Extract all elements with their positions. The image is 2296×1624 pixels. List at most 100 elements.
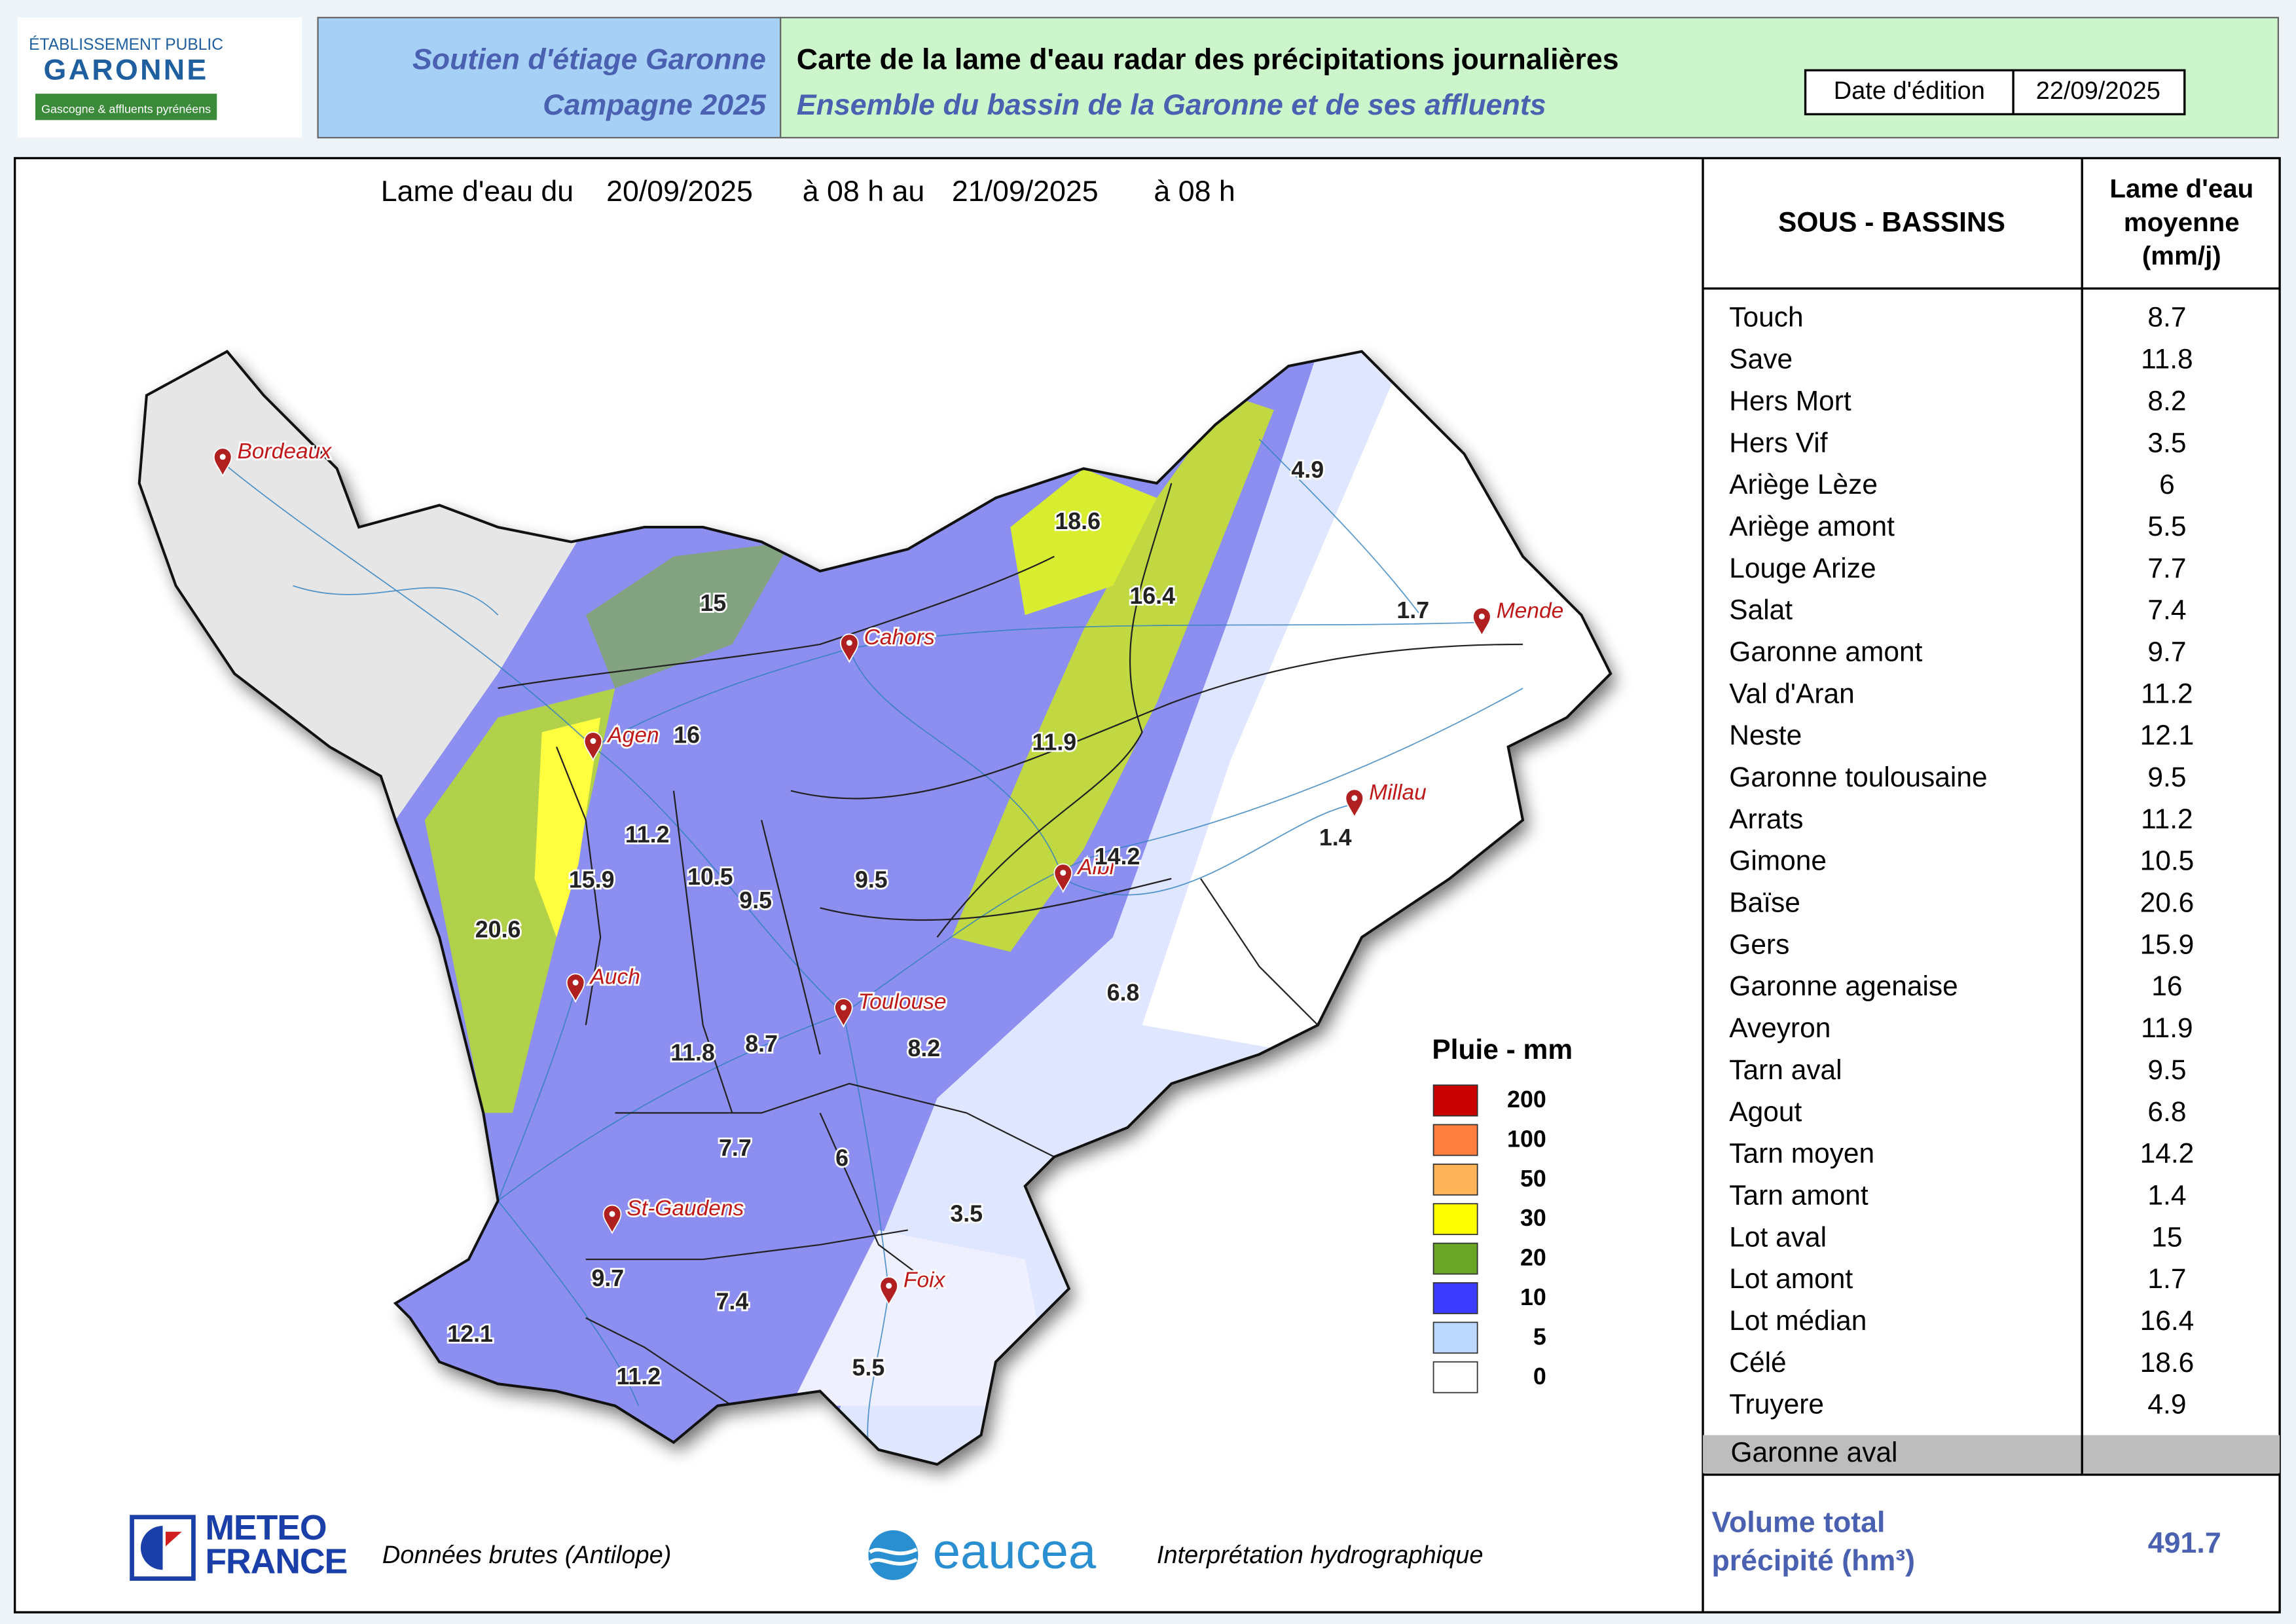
table-row-value: 6.8 <box>2147 1097 2186 1128</box>
meteo-caption: Données brutes (Antilope) <box>382 1541 671 1569</box>
table-row-name: Touch <box>1729 303 1803 333</box>
city-label: Millau <box>1369 781 1427 805</box>
table-row-value: 16.4 <box>2140 1306 2195 1337</box>
city-label: Mende <box>1497 599 1564 623</box>
legend-value: 100 <box>1507 1126 1546 1152</box>
basin-value: 20.6 <box>475 917 521 943</box>
table-row-name: Tarn moyen <box>1729 1139 1874 1170</box>
city-label: St-Gaudens <box>627 1196 744 1221</box>
basin-value: 16.4 <box>1129 583 1175 609</box>
basin-value: 7.7 <box>719 1135 752 1161</box>
basin-value: 6.8 <box>1107 980 1140 1006</box>
table-row-value: 11.9 <box>2141 1013 2193 1044</box>
total-label: précipité (hm³) <box>1711 1545 1915 1577</box>
subtitle: Ensemble du bassin de la Garonne et de s… <box>797 89 1546 121</box>
city-marker <box>602 1204 622 1234</box>
table-row-value: 7.4 <box>2147 595 2186 626</box>
logo-name: GARONNE <box>44 54 209 86</box>
table-row-value: 4.9 <box>2147 1390 2186 1420</box>
eaucea-logo-text: eaucea <box>933 1524 1097 1579</box>
table-row-name: Truyere <box>1729 1390 1824 1420</box>
logo-top: ÉTABLISSEMENT PUBLIC <box>29 36 223 54</box>
basin-value: 8.7 <box>745 1031 778 1057</box>
date-box <box>1804 69 2186 116</box>
table-row-value: 12.1 <box>2140 720 2195 751</box>
table-row-value: 3.5 <box>2147 428 2186 458</box>
legend-swatch <box>1432 1163 1478 1196</box>
legend-value: 200 <box>1507 1086 1546 1113</box>
meteo-logo-text: METEO <box>205 1508 326 1547</box>
legend-value: 50 <box>1520 1166 1546 1192</box>
table-row-name: Tarn aval <box>1729 1055 1842 1086</box>
table-row-name: Arrats <box>1729 804 1803 835</box>
legend-swatch <box>1432 1242 1478 1275</box>
table-row-value: 6 <box>2159 470 2175 500</box>
table-row-value: 20.6 <box>2140 888 2195 919</box>
city-label: Auch <box>589 965 640 989</box>
table-row-value: 10.5 <box>2140 846 2195 877</box>
city-marker <box>566 973 585 1003</box>
city-marker <box>879 1276 898 1306</box>
table-row-name: Agout <box>1729 1097 1802 1128</box>
table-header-name: SOUS - BASSINS <box>1778 207 2005 238</box>
sub-basin-borders <box>498 483 1523 1407</box>
city-marker <box>1345 788 1364 819</box>
meteo-logo-red <box>165 1532 182 1547</box>
city-marker-dot <box>609 1211 615 1217</box>
total-label: Volume total <box>1711 1507 1885 1539</box>
city-marker-dot <box>886 1282 892 1289</box>
eaucea-caption: Interprétation hydrographique <box>1157 1541 1484 1569</box>
table-row-name: Gers <box>1729 929 1789 960</box>
basin-value: 16 <box>674 722 700 748</box>
basin-value: 9.7 <box>591 1265 624 1291</box>
legend-value: 5 <box>1533 1323 1546 1350</box>
city-label: Toulouse <box>858 990 947 1014</box>
table-header-value: (mm/j) <box>2142 241 2221 270</box>
table-row-value: 1.4 <box>2147 1180 2186 1211</box>
table-row-value: 8.2 <box>2147 386 2186 416</box>
basin-value: 8.2 <box>907 1035 940 1061</box>
basin-value: 1.7 <box>1396 597 1429 623</box>
logo-band <box>35 94 217 120</box>
legend-swatch <box>1432 1203 1478 1236</box>
city-marker <box>839 633 859 663</box>
city-marker <box>213 447 232 477</box>
total-value: 491.7 <box>2148 1527 2221 1559</box>
rain-30-cele <box>1010 468 1157 616</box>
city-marker-dot <box>572 980 579 986</box>
table-row-name: Hers Vif <box>1729 428 1827 458</box>
basin-value: 11.8 <box>670 1040 715 1066</box>
city-marker-dot <box>219 454 226 460</box>
table-row-value: 5.5 <box>2147 511 2186 542</box>
city-marker <box>1053 863 1073 893</box>
table-row-name: Louge Arize <box>1729 553 1876 584</box>
basin-value: 15.9 <box>569 867 615 893</box>
period-end_date: 21/09/2025 <box>952 175 1099 208</box>
program: Soutien d'étiage Garonne <box>412 44 766 76</box>
basin-value: 11.9 <box>1032 729 1077 755</box>
legend-swatch <box>1432 1084 1478 1116</box>
table-row-name: Garonne toulousaine <box>1729 762 1987 793</box>
table-row-value: 14.2 <box>2140 1139 2195 1170</box>
legend-swatch <box>1432 1361 1478 1393</box>
city-label: Bordeaux <box>238 439 333 464</box>
table-row-value: 11.8 <box>2141 344 2193 375</box>
basin-value: 9.5 <box>855 867 888 893</box>
table-row-value: 9.5 <box>2147 1055 2186 1086</box>
period-start_date: 20/09/2025 <box>606 175 753 208</box>
city-marker-dot <box>846 640 852 646</box>
city-label: Cahors <box>864 625 935 650</box>
city-marker-dot <box>1060 870 1066 876</box>
basin-value: 15 <box>700 590 726 616</box>
basin-value: 5.5 <box>852 1354 885 1380</box>
basin-value: 11.2 <box>625 821 670 847</box>
basin-value: 4.9 <box>1291 457 1324 483</box>
basin-value: 3.5 <box>950 1201 983 1227</box>
basin-value: 9.5 <box>739 887 772 913</box>
city-marker-dot <box>590 738 596 745</box>
table-row-name: Neste <box>1729 720 1802 751</box>
basin-value: 18.6 <box>1055 508 1101 534</box>
rain-5b <box>790 1230 1055 1406</box>
table-row-name: Tarn amont <box>1729 1180 1868 1211</box>
